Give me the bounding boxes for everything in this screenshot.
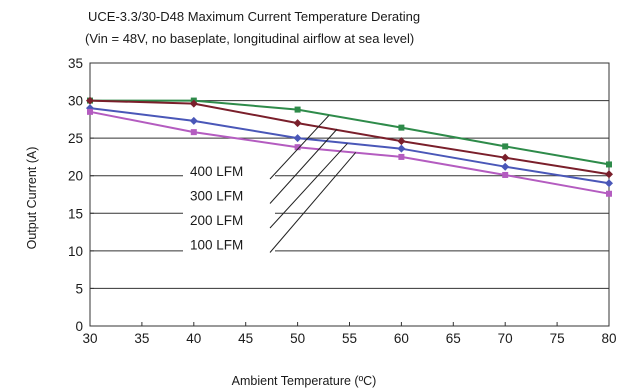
point-100-lfm-40 — [190, 129, 197, 136]
point-300-lfm-80 — [605, 170, 613, 179]
x-tick-label-30: 30 — [82, 331, 97, 346]
point-300-lfm-30 — [86, 96, 94, 105]
series-line-100-lfm — [89, 110, 610, 195]
point-100-lfm-70 — [502, 171, 509, 178]
legend-label-400-lfm: 400 LFM — [190, 164, 243, 179]
series-300-lfm — [86, 96, 613, 179]
point-400-lfm-50 — [294, 106, 301, 113]
point-200-lfm-40 — [189, 116, 198, 125]
y-tick-label-5: 5 — [75, 281, 83, 296]
point-100-lfm-50 — [294, 144, 301, 151]
x-tick-label-80: 80 — [601, 331, 616, 346]
x-tick-label-65: 65 — [446, 331, 461, 346]
series-100-lfm — [87, 108, 612, 197]
series-line-400-lfm — [90, 99, 610, 166]
series-line-200-lfm — [89, 107, 610, 185]
x-tick-label-40: 40 — [186, 331, 201, 346]
point-200-lfm-50 — [293, 134, 302, 143]
point-100-lfm-60 — [398, 153, 405, 160]
chart-title: UCE-3.3/30-D48 Maximum Current Temperatu… — [88, 9, 420, 24]
legend-background — [183, 158, 275, 256]
y-axis-label: Output Current (A) — [25, 147, 39, 250]
chart-subtitle: (Vin = 48V, no baseplate, longitudinal a… — [85, 31, 414, 46]
y-tick-label-30: 30 — [68, 94, 83, 109]
y-tick-label-15: 15 — [68, 206, 83, 221]
data-series — [86, 96, 613, 197]
y-tick-label-0: 0 — [75, 319, 83, 334]
legend-label-300-lfm: 300 LFM — [190, 189, 243, 204]
legend-pointer-200-lfm — [269, 143, 348, 229]
point-100-lfm-30 — [87, 108, 93, 115]
point-200-lfm-70 — [501, 162, 510, 171]
legend-label-100-lfm: 100 LFM — [190, 238, 243, 253]
y-tick-label-25: 25 — [68, 131, 83, 146]
legend-pointer-100-lfm — [269, 152, 357, 253]
legend-label-200-lfm: 200 LFM — [190, 213, 243, 228]
x-tick-label-35: 35 — [134, 331, 149, 346]
x-tick-label-55: 55 — [342, 331, 357, 346]
point-300-lfm-60 — [397, 137, 406, 146]
point-300-lfm-40 — [189, 99, 198, 108]
x-tick-labels: 30 35 40 45 50 55 60 65 70 75 80 — [82, 331, 616, 346]
y-tick-labels: 0 5 10 15 20 25 30 35 — [68, 56, 83, 334]
point-400-lfm-80 — [606, 161, 612, 168]
point-400-lfm-70 — [502, 143, 509, 150]
legend-pointer-400-lfm — [269, 115, 330, 180]
x-tick-label-75: 75 — [550, 331, 565, 346]
point-100-lfm-80 — [606, 190, 612, 197]
x-axis-label: Ambient Temperature (ºC) — [232, 374, 377, 388]
series-200-lfm — [86, 104, 613, 188]
point-200-lfm-60 — [397, 144, 406, 153]
x-tick-label-50: 50 — [290, 331, 305, 346]
point-200-lfm-80 — [605, 179, 613, 188]
x-tick-label-70: 70 — [498, 331, 513, 346]
point-300-lfm-70 — [501, 153, 510, 162]
y-tick-label-35: 35 — [68, 56, 83, 71]
legend-pointer-300-lfm — [269, 128, 338, 204]
series-line-300-lfm — [89, 99, 610, 176]
y-tick-label-20: 20 — [68, 169, 83, 184]
legend-callouts: 400 LFM 300 LFM 200 LFM 100 LFM — [183, 115, 357, 256]
gridlines — [90, 100, 609, 289]
x-tick-label-45: 45 — [238, 331, 253, 346]
point-300-lfm-50 — [293, 119, 302, 128]
point-400-lfm-60 — [398, 124, 405, 131]
x-tick-label-60: 60 — [394, 331, 409, 346]
y-tick-label-10: 10 — [68, 244, 83, 259]
